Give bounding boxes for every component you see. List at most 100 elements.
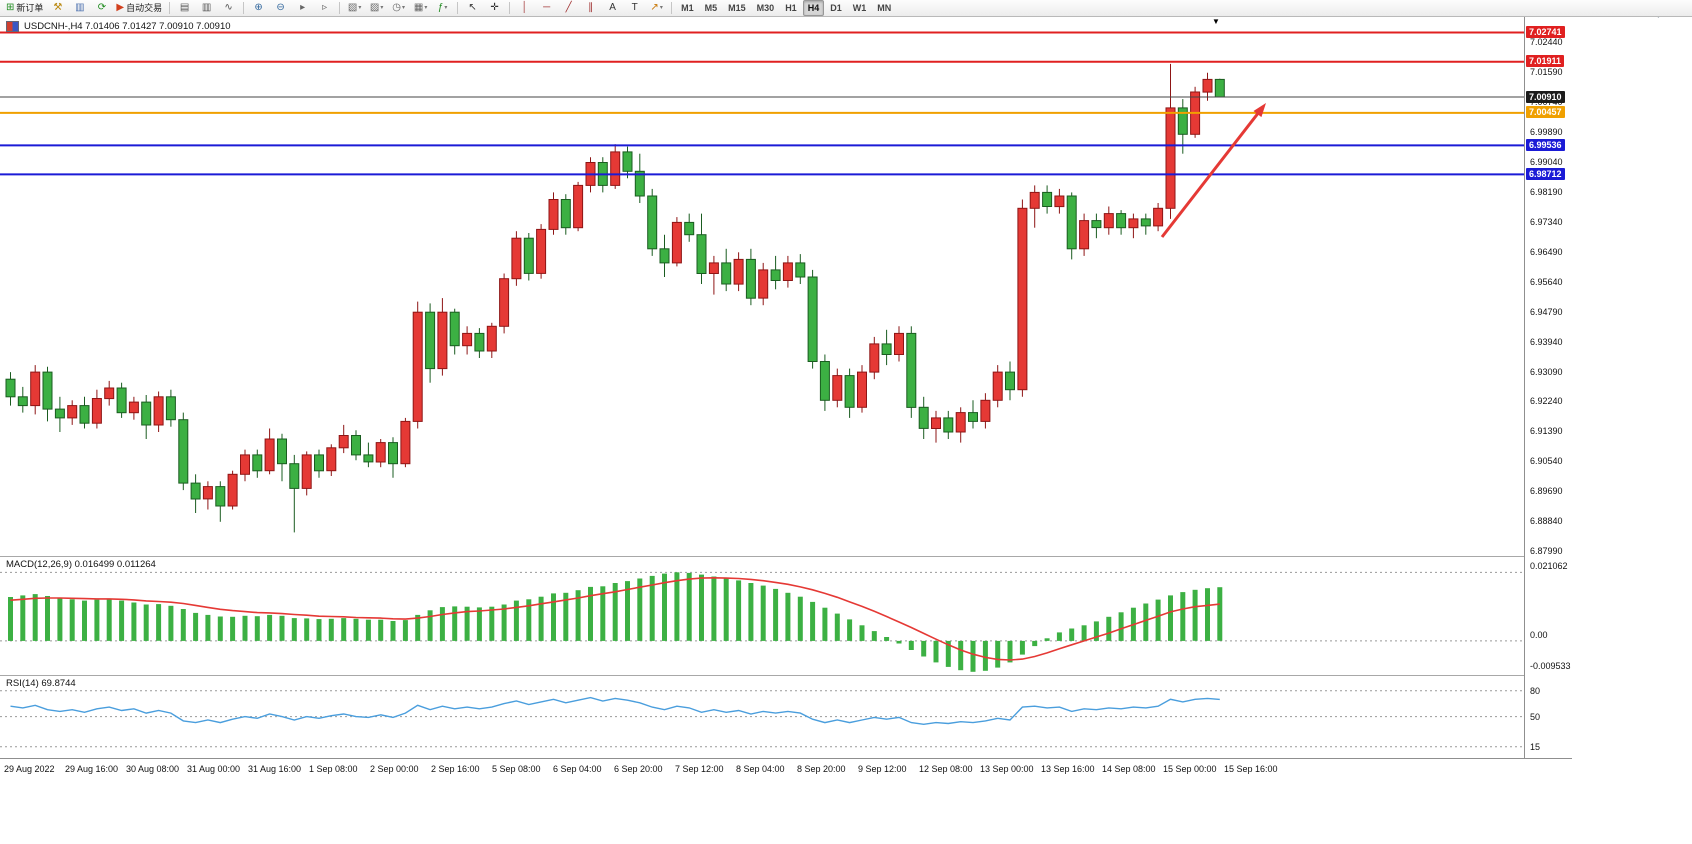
timeframe-m15[interactable]: M15: [728, 3, 746, 13]
timeframe-d1[interactable]: D1: [830, 3, 842, 13]
time-axis-label: 14 Sep 08:00: [1102, 764, 1156, 774]
timeframe-m30[interactable]: M30: [756, 3, 775, 13]
price-tag: 7.01911: [1526, 55, 1565, 68]
time-axis-label: 6 Sep 04:00: [553, 764, 602, 774]
price-axis-label: 6.91390: [1530, 426, 1563, 437]
horizontal-line-button[interactable]: ─: [536, 0, 557, 17]
templates-button[interactable]: ▦ ▾: [410, 0, 431, 17]
time-axis-label: 31 Aug 16:00: [248, 764, 302, 774]
cursor-button[interactable]: ↖: [462, 0, 483, 17]
time-axis-label: 7 Sep 12:00: [675, 764, 724, 774]
time-axis-label: 31 Aug 00:00: [187, 764, 241, 774]
text-label-button[interactable]: T: [624, 0, 645, 17]
new-order-icon: ⊞: [6, 2, 15, 13]
price-tag: 6.99536: [1526, 138, 1565, 151]
symbol-info-text: USDCNH-,H4 7.01406 7.01427 7.00910 7.009…: [24, 21, 231, 32]
new-chart-button[interactable]: ▧ ▾: [344, 0, 365, 17]
symbol-info: USDCNH-,H4 7.01406 7.01427 7.00910 7.009…: [6, 21, 231, 32]
auto-scroll-button[interactable]: ▸: [292, 0, 313, 17]
price-axis-label: 6.99040: [1530, 156, 1563, 167]
time-axis-label: 15 Sep 16:00: [1224, 764, 1278, 774]
panel-divider[interactable]: [0, 675, 1570, 676]
price-tag: 7.02741: [1526, 26, 1565, 38]
arrows-button[interactable]: ↗ ▾: [646, 0, 667, 17]
price-tag: 7.00457: [1526, 106, 1565, 119]
time-axis-label: 30 Aug 08:00: [126, 764, 180, 774]
dropdown-arrow-icon: ▾: [401, 5, 405, 11]
templates-icon: ▦: [413, 2, 424, 13]
line-chart-icon: ∿: [224, 2, 233, 13]
text-button[interactable]: A: [602, 0, 623, 17]
dropdown-arrow-icon: ▾: [358, 5, 362, 11]
chart-shift-button[interactable]: ▹: [314, 0, 335, 17]
new-chart-icon: ▧: [347, 2, 358, 13]
rsi-indicator-canvas[interactable]: [0, 676, 1524, 758]
price-axis-label: 6.98190: [1530, 186, 1563, 197]
vertical-line-button[interactable]: │: [514, 0, 535, 17]
timeframe-m5[interactable]: M5: [704, 3, 718, 13]
line-end-marker-icon: ▼: [1212, 17, 1220, 26]
new-order-button[interactable]: ⊞ 新订单: [3, 0, 46, 17]
channel-button[interactable]: ∥: [580, 0, 601, 17]
bar-chart-icon: ▤: [179, 2, 190, 13]
price-axis-label: 6.93090: [1530, 366, 1563, 377]
candlestick-chart-icon: ▥: [201, 2, 212, 13]
price-chart-canvas[interactable]: [0, 17, 1524, 556]
rsi-axis-label: 50: [1530, 711, 1541, 722]
period-button[interactable]: ◷ ▾: [388, 0, 409, 17]
toolbar-separator: [169, 2, 171, 14]
time-axis-label: 12 Sep 08:00: [919, 764, 973, 774]
time-axis-label: 13 Sep 00:00: [980, 764, 1034, 774]
price-axis-label: 6.90540: [1530, 456, 1563, 467]
time-axis[interactable]: 29 Aug 2022 29 Aug 16:00 30 Aug 08:00 31 Au…: [0, 758, 1572, 781]
toolbar-separator: [243, 2, 245, 14]
period-icon: ◷: [392, 2, 401, 13]
toolbar-separator: [671, 2, 673, 14]
price-axis-label: 6.95640: [1530, 276, 1563, 287]
time-axis-label: 15 Sep 00:00: [1163, 764, 1217, 774]
price-axis[interactable]: 7.024407.015907.007406.998906.990406.981…: [1524, 17, 1573, 780]
zoom-in-icon: ⊕: [254, 2, 263, 13]
price-axis-label: 6.89690: [1530, 486, 1563, 497]
time-axis-label: 2 Sep 00:00: [370, 764, 419, 774]
line-chart-button[interactable]: ∿: [218, 0, 239, 17]
channel-icon: ∥: [588, 2, 594, 13]
timeframe-h1[interactable]: H1: [785, 3, 797, 13]
auto-trading-button[interactable]: ▶ 自动交易: [113, 0, 165, 17]
timeframe-m1[interactable]: M1: [681, 3, 694, 13]
market-depth-button[interactable]: ▥: [69, 0, 90, 17]
tools-button[interactable]: ⚒: [47, 0, 68, 17]
dropdown-arrow-icon: ▾: [444, 5, 448, 11]
text-label-icon: T: [631, 2, 638, 13]
zoom-out-icon: ⊖: [276, 2, 285, 13]
trendline-icon: ╱: [565, 2, 572, 13]
timeframe-h4[interactable]: H4: [802, 0, 825, 16]
indicators-button[interactable]: ƒ ▾: [432, 0, 453, 17]
dropdown-arrow-icon: ▾: [659, 5, 663, 11]
zoom-in-button[interactable]: ⊕: [248, 0, 269, 17]
timeframe-w1[interactable]: W1: [852, 3, 867, 13]
zoom-out-button[interactable]: ⊖: [270, 0, 291, 17]
price-axis-label: 7.01590: [1530, 67, 1563, 77]
bar-chart-button[interactable]: ▤: [174, 0, 195, 17]
price-axis-label: 6.92240: [1530, 396, 1563, 407]
macd-axis-label: 0.00: [1530, 629, 1548, 640]
profiles-button[interactable]: ▨ ▾: [366, 0, 387, 17]
price-axis-label: 6.99890: [1530, 126, 1563, 137]
macd-indicator-canvas[interactable]: [0, 557, 1524, 675]
trendline-button[interactable]: ╱: [558, 0, 579, 17]
price-axis-label: 6.93940: [1530, 336, 1563, 347]
price-axis-label: 7.02440: [1530, 37, 1563, 48]
text-icon: A: [609, 2, 616, 13]
panel-divider[interactable]: [0, 556, 1570, 557]
timeframe-mn[interactable]: MN: [877, 3, 892, 13]
market-depth-icon: ▥: [75, 2, 85, 13]
vertical-line-icon: │: [521, 2, 528, 13]
price-tag: 7.00910: [1526, 90, 1565, 103]
time-axis-label: 29 Aug 16:00: [65, 764, 119, 774]
candlestick-chart-button[interactable]: ▥: [196, 0, 217, 17]
price-tag: 6.98712: [1526, 167, 1565, 180]
refresh-button[interactable]: ⟳: [91, 0, 112, 17]
crosshair-button[interactable]: ✛: [484, 0, 505, 17]
